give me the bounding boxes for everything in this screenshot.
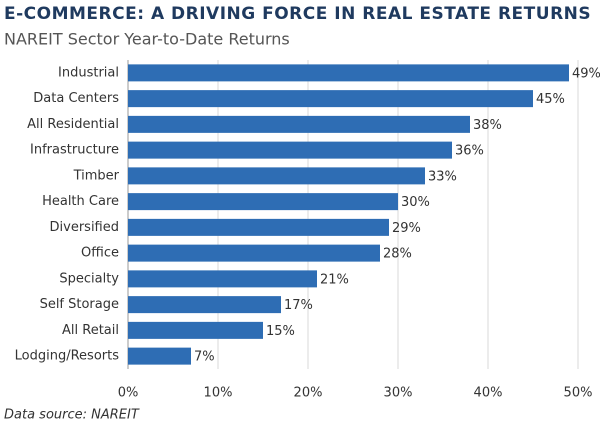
x-tick-label: 20% xyxy=(294,386,323,401)
bar xyxy=(128,321,263,339)
bar xyxy=(128,193,398,211)
x-tick-label: 40% xyxy=(474,386,503,401)
value-label: 49% xyxy=(572,66,600,81)
bar xyxy=(128,296,281,314)
source-note: Data source: NAREIT xyxy=(4,408,140,423)
bar xyxy=(128,347,191,365)
bar xyxy=(128,115,470,133)
bar xyxy=(128,167,425,185)
value-label: 45% xyxy=(536,92,565,107)
chart-title: E-COMMERCE: A DRIVING FORCE IN REAL ESTA… xyxy=(4,4,591,24)
y-tick-label: All Residential xyxy=(27,117,119,132)
value-label: 28% xyxy=(383,247,412,262)
value-label: 15% xyxy=(266,324,295,339)
y-tick-label: Industrial xyxy=(58,65,119,80)
bar xyxy=(128,64,569,82)
value-label: 30% xyxy=(401,195,430,210)
chart-subtitle: NAREIT Sector Year-to-Date Returns xyxy=(4,30,290,49)
bar xyxy=(128,218,389,236)
y-tick-label: Timber xyxy=(73,168,120,183)
y-tick-label: Diversified xyxy=(50,220,119,235)
y-tick-label: All Retail xyxy=(62,323,119,338)
x-tick-label: 50% xyxy=(564,386,593,401)
value-label: 29% xyxy=(392,221,421,236)
x-tick-label: 0% xyxy=(118,386,139,401)
bar xyxy=(128,244,380,262)
bar xyxy=(128,141,452,159)
bar xyxy=(128,270,317,288)
value-label: 17% xyxy=(284,298,313,313)
value-label: 21% xyxy=(320,272,349,287)
value-label: 36% xyxy=(455,144,484,159)
x-tick-label: 10% xyxy=(204,386,233,401)
y-tick-label: Office xyxy=(81,246,119,261)
y-tick-label: Health Care xyxy=(42,194,119,209)
y-tick-label: Infrastructure xyxy=(30,143,119,158)
bar xyxy=(128,90,533,108)
x-tick-label: 30% xyxy=(384,386,413,401)
y-tick-label: Data Centers xyxy=(33,91,119,106)
value-label: 33% xyxy=(428,169,457,184)
value-label: 7% xyxy=(194,350,215,365)
y-tick-label: Self Storage xyxy=(40,297,119,312)
y-tick-label: Lodging/Resorts xyxy=(15,349,120,364)
value-label: 38% xyxy=(473,118,502,133)
y-tick-label: Specialty xyxy=(59,271,119,286)
